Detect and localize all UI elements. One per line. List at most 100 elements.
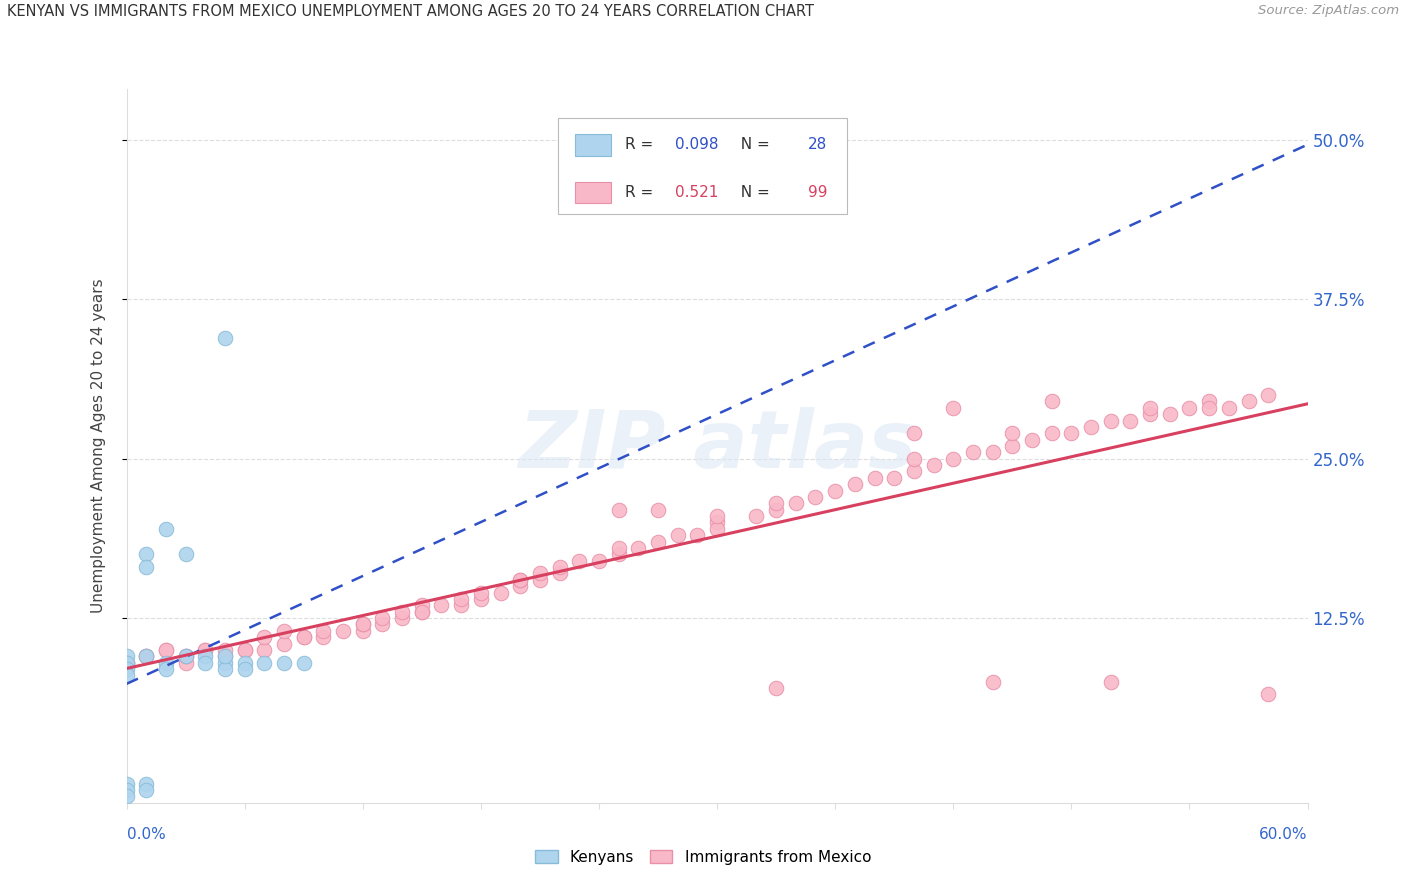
Point — [411, 605, 433, 619]
Point — [135, 649, 157, 664]
Point — [1099, 413, 1122, 427]
Point — [1198, 401, 1220, 415]
Point — [292, 630, 315, 644]
Point — [666, 528, 689, 542]
Point — [450, 599, 472, 613]
Point — [155, 662, 177, 676]
Point — [371, 611, 394, 625]
Point — [1001, 426, 1024, 441]
Point — [883, 471, 905, 485]
Point — [942, 451, 965, 466]
Point — [863, 471, 886, 485]
Point — [765, 496, 787, 510]
Point — [194, 643, 217, 657]
Text: N =: N = — [731, 137, 775, 153]
Point — [115, 656, 138, 670]
Text: N =: N = — [731, 186, 775, 200]
Point — [273, 656, 295, 670]
Point — [745, 509, 768, 524]
Point — [115, 656, 138, 670]
Text: R =: R = — [624, 186, 658, 200]
Point — [706, 516, 728, 530]
Point — [1119, 413, 1142, 427]
Point — [1139, 401, 1161, 415]
Point — [115, 649, 138, 664]
Point — [253, 630, 276, 644]
Point — [214, 662, 236, 676]
Point — [214, 656, 236, 670]
Point — [214, 331, 236, 345]
Point — [391, 611, 413, 625]
Point — [647, 502, 669, 516]
Point — [903, 426, 925, 441]
Point — [155, 656, 177, 670]
Point — [233, 656, 256, 670]
Point — [115, 656, 138, 670]
Point — [352, 624, 374, 638]
Point — [588, 554, 610, 568]
Point — [174, 547, 197, 561]
Point — [981, 445, 1004, 459]
Point — [115, 783, 138, 797]
Point — [647, 534, 669, 549]
Text: ZIP atlas: ZIP atlas — [517, 407, 917, 485]
Text: 99: 99 — [808, 186, 828, 200]
Point — [233, 643, 256, 657]
Point — [135, 547, 157, 561]
Point — [155, 522, 177, 536]
Point — [214, 643, 236, 657]
Point — [115, 662, 138, 676]
Point — [174, 649, 197, 664]
Point — [568, 554, 591, 568]
Point — [174, 656, 197, 670]
Point — [509, 573, 531, 587]
Point — [1080, 420, 1102, 434]
Point — [292, 630, 315, 644]
Point — [1218, 401, 1240, 415]
Point — [214, 649, 236, 664]
Point — [1198, 394, 1220, 409]
Point — [194, 649, 217, 664]
Point — [312, 624, 335, 638]
Text: Source: ZipAtlas.com: Source: ZipAtlas.com — [1258, 4, 1399, 18]
Point — [804, 490, 827, 504]
Point — [155, 643, 177, 657]
Point — [509, 573, 531, 587]
Point — [824, 483, 846, 498]
Point — [233, 662, 256, 676]
Point — [174, 649, 197, 664]
Text: 60.0%: 60.0% — [1260, 827, 1308, 841]
Legend: Kenyans, Immigrants from Mexico: Kenyans, Immigrants from Mexico — [529, 844, 877, 871]
Point — [430, 599, 453, 613]
Point — [686, 528, 709, 542]
Point — [1139, 407, 1161, 421]
FancyBboxPatch shape — [575, 182, 610, 203]
Point — [607, 547, 630, 561]
Point — [922, 458, 945, 472]
Point — [253, 656, 276, 670]
Point — [844, 477, 866, 491]
Point — [135, 649, 157, 664]
Point — [903, 451, 925, 466]
Text: 0.521: 0.521 — [675, 186, 718, 200]
Point — [135, 783, 157, 797]
Point — [1001, 439, 1024, 453]
Point — [352, 617, 374, 632]
Point — [607, 502, 630, 516]
Text: KENYAN VS IMMIGRANTS FROM MEXICO UNEMPLOYMENT AMONG AGES 20 TO 24 YEARS CORRELAT: KENYAN VS IMMIGRANTS FROM MEXICO UNEMPLO… — [7, 4, 814, 20]
Point — [1257, 388, 1279, 402]
Point — [509, 579, 531, 593]
Point — [371, 617, 394, 632]
Point — [1257, 688, 1279, 702]
Point — [312, 630, 335, 644]
Point — [194, 643, 217, 657]
Point — [981, 674, 1004, 689]
Text: 0.098: 0.098 — [675, 137, 718, 153]
Point — [470, 591, 492, 606]
Point — [607, 541, 630, 555]
Text: 0.0%: 0.0% — [127, 827, 166, 841]
Point — [942, 401, 965, 415]
Point — [214, 649, 236, 664]
Point — [706, 509, 728, 524]
Text: 28: 28 — [808, 137, 827, 153]
